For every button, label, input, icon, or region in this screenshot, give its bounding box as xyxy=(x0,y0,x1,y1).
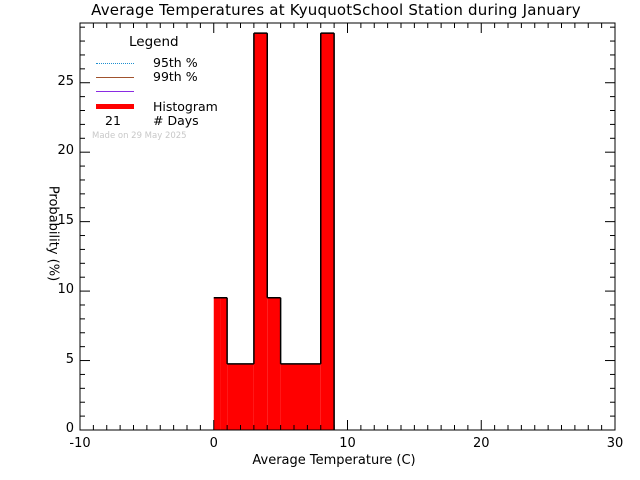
histogram-bar xyxy=(220,297,228,430)
solid-line-icon xyxy=(96,77,134,78)
x-tick-label: 30 xyxy=(606,436,624,451)
legend-item-95th: 95th % xyxy=(92,55,232,70)
y-tick-label: 5 xyxy=(65,351,74,367)
axes-frame xyxy=(79,22,616,431)
histogram-bar xyxy=(267,297,281,430)
histogram-bar xyxy=(320,33,335,431)
histogram-bar xyxy=(280,363,321,430)
chart-title: Average Temperatures at KyuquotSchool St… xyxy=(91,1,581,19)
x-tick-label: -10 xyxy=(69,436,91,451)
footnote: Made on 29 May 2025 xyxy=(92,131,187,141)
y-tick-label: 25 xyxy=(57,73,74,89)
y-tick-label: 20 xyxy=(57,143,74,159)
y-tick-label: 0 xyxy=(65,421,74,436)
dotted-line-icon xyxy=(96,63,134,64)
x-tick-label: 0 xyxy=(209,436,218,451)
x-tick-label: 10 xyxy=(339,436,356,451)
histogram-bars xyxy=(213,32,335,431)
legend-item-histogram: Histogram xyxy=(92,99,232,114)
legend-title: Legend xyxy=(129,34,179,50)
histogram-bar xyxy=(227,363,254,430)
legend-item-days: 21 # Days xyxy=(92,113,232,128)
thick-bar-icon xyxy=(96,104,134,109)
histogram-bar xyxy=(253,33,268,431)
y-axis-label: Probability (%) xyxy=(45,185,61,282)
legend-item-purple xyxy=(92,84,232,98)
y-tick-label: 10 xyxy=(57,282,74,298)
days-count: 21 xyxy=(105,113,121,128)
y-tick-label: 15 xyxy=(57,212,74,228)
legend-item-99th: 99th % xyxy=(92,69,232,84)
solid-line-icon xyxy=(96,91,134,92)
histogram-bar xyxy=(213,297,221,430)
days-label: # Days xyxy=(153,113,199,128)
x-axis-label: Average Temperature (C) xyxy=(252,453,416,468)
x-tick-label: 20 xyxy=(472,436,490,451)
